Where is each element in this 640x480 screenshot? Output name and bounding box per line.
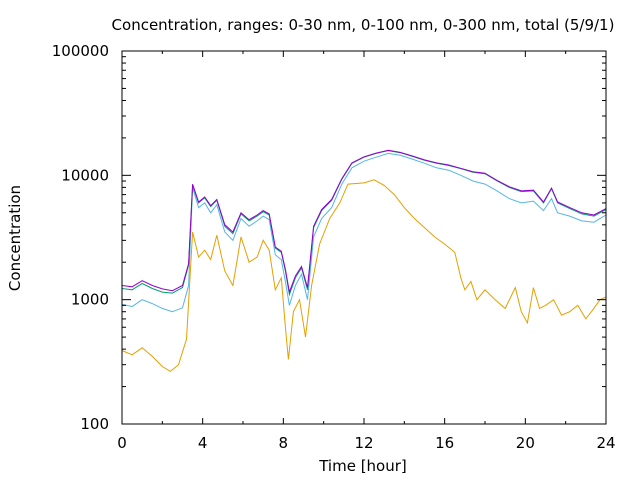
x-tick-label: 8 <box>279 434 289 452</box>
x-axis-label: Time [hour] <box>318 457 407 475</box>
series-line-1 <box>121 179 607 373</box>
x-axis: 0 4 8 12 16 20 24 <box>117 51 616 452</box>
plot-frame <box>121 50 607 425</box>
x-tick-label: 4 <box>198 434 208 452</box>
x-tick-label: 16 <box>435 434 454 452</box>
x-tick-label: 20 <box>516 434 535 452</box>
y-tick-label: 10000 <box>61 166 109 184</box>
y-axis-label: Concentration <box>6 185 24 291</box>
y-axis: 100 1000 10000 100000 <box>52 42 606 433</box>
series-line-2 <box>121 152 607 313</box>
x-tick-label: 24 <box>596 434 615 452</box>
y-tick-label: 1000 <box>71 291 109 309</box>
series-layer <box>121 149 607 373</box>
y-tick-label: 100000 <box>52 42 109 60</box>
series-line-4 <box>121 149 607 294</box>
series-line-3 <box>121 150 607 297</box>
x-tick-label: 12 <box>354 434 373 452</box>
y-tick-label: 100 <box>80 415 109 433</box>
chart-title: Concentration, ranges: 0-30 nm, 0-100 nm… <box>112 16 615 34</box>
x-tick-label: 0 <box>117 434 127 452</box>
